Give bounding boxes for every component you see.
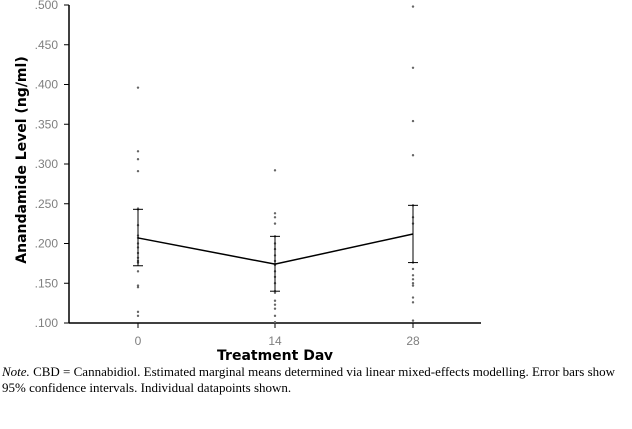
datapoint [411, 296, 415, 299]
datapoint [136, 150, 140, 153]
datapoint [411, 284, 415, 287]
individual-datapoints [136, 5, 415, 324]
datapoint [411, 154, 415, 157]
datapoint [136, 86, 140, 89]
datapoint [411, 319, 415, 322]
datapoint [411, 282, 415, 285]
y-tick-label: .150 [35, 276, 59, 290]
x-axis-title: Treatment Day [217, 348, 333, 360]
y-axis-title: Anandamide Level (ng/ml) [14, 56, 30, 263]
y-tick-label: .250 [35, 197, 59, 211]
figure-note: Note. CBD = Cannabidiol. Estimated margi… [2, 364, 632, 396]
datapoint [273, 222, 277, 225]
mean-line [137, 233, 414, 265]
y-tick-label: .100 [35, 316, 59, 330]
datapoint [273, 216, 277, 219]
datapoint [136, 270, 140, 273]
datapoint [411, 301, 415, 304]
datapoint [411, 267, 415, 271]
y-tick-label: .300 [35, 157, 59, 171]
datapoint [273, 291, 277, 294]
datapoint [411, 119, 415, 123]
datapoint [136, 310, 140, 314]
note-label: Note. [2, 364, 30, 379]
datapoint [411, 5, 415, 8]
y-tick-label: .200 [35, 237, 59, 251]
y-tick-label: .400 [35, 78, 59, 92]
datapoint [136, 314, 140, 318]
datapoint [411, 66, 415, 70]
y-tick-label: .500 [35, 0, 59, 12]
y-tick-label: .350 [35, 117, 59, 131]
datapoint [273, 321, 277, 324]
x-tick-label: 28 [406, 334, 420, 348]
datapoint [273, 169, 277, 172]
note-text: CBD = Cannabidiol. Estimated marginal me… [2, 364, 616, 395]
x-axis-ticks: 0 14 28 [135, 323, 420, 348]
datapoint [273, 314, 277, 318]
y-tick-label: .450 [35, 38, 59, 52]
datapoint [136, 158, 140, 161]
datapoint [411, 278, 415, 281]
datapoint [273, 307, 277, 310]
datapoint [411, 274, 415, 277]
chart: .100 .150 .200 .250 .300 .350 .400 .450 .500 0 14… [14, 0, 481, 360]
y-axis-ticks: .100 .150 .200 .250 .300 .350 .400 .450 .500 [35, 0, 69, 330]
datapoint [273, 212, 277, 215]
datapoint [136, 286, 140, 289]
datapoint [273, 303, 277, 306]
datapoint [273, 299, 277, 302]
x-tick-label: 0 [135, 334, 142, 348]
datapoint [136, 169, 140, 173]
x-tick-label: 14 [268, 334, 282, 348]
